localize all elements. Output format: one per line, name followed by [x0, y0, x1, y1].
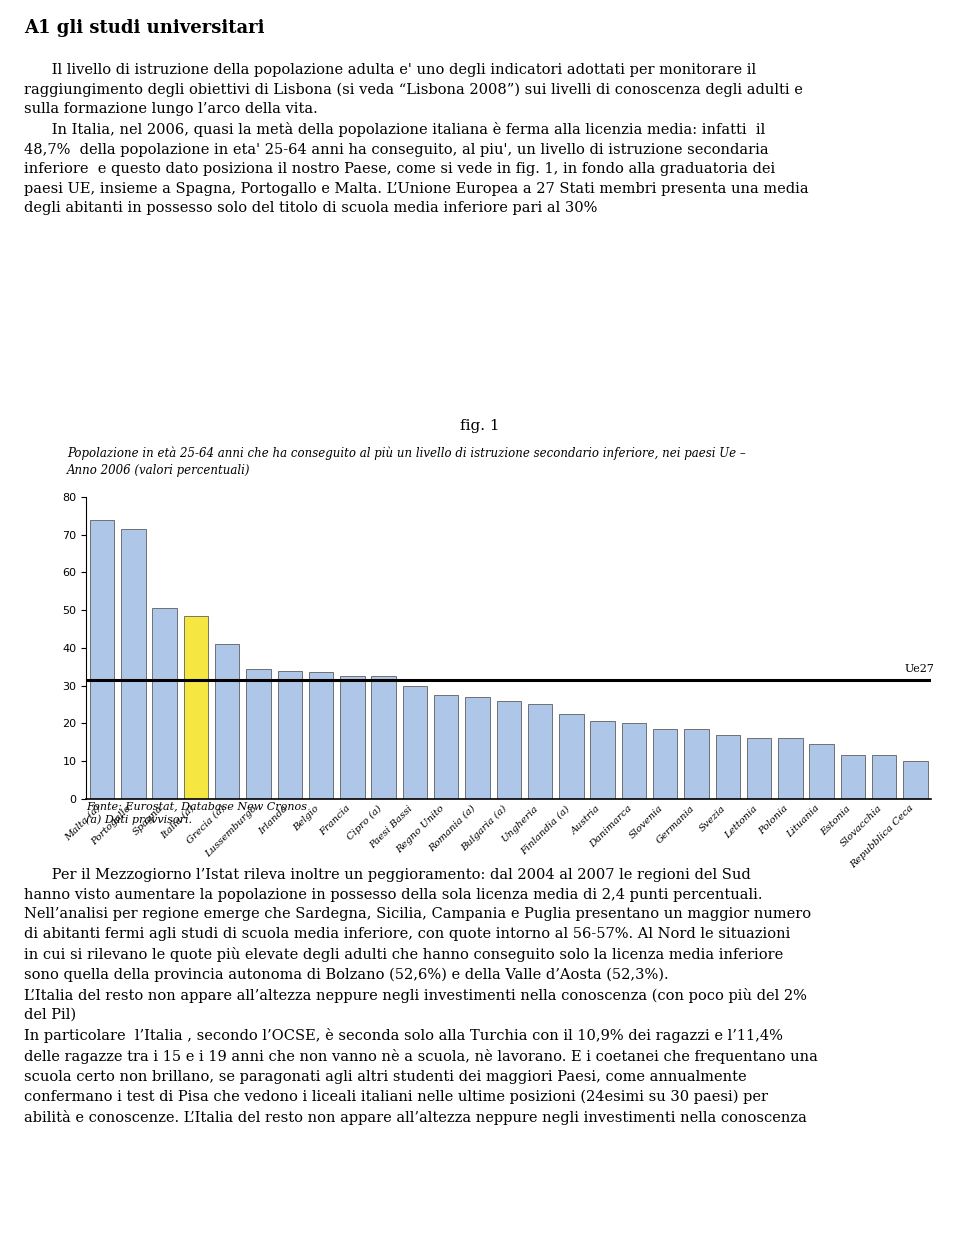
Bar [90, 520, 114, 799]
Bar [841, 755, 865, 799]
Bar [779, 738, 803, 799]
Bar [528, 704, 552, 799]
Bar [872, 755, 897, 799]
Bar [215, 644, 239, 799]
Bar [684, 728, 708, 799]
Bar [747, 738, 771, 799]
Bar [496, 701, 521, 799]
Text: Il livello di istruzione della popolazione adulta e' uno degli indicatori adotta: Il livello di istruzione della popolazio… [24, 63, 808, 215]
Bar [715, 735, 740, 799]
Bar [809, 743, 834, 799]
Bar [434, 694, 459, 799]
Bar [372, 676, 396, 799]
Bar [183, 615, 208, 799]
Bar [153, 608, 177, 799]
Bar [590, 721, 614, 799]
Bar [653, 728, 678, 799]
Text: Ue27: Ue27 [904, 664, 934, 674]
Text: Per il Mezzogiorno l’Istat rileva inoltre un peggioramento: dal 2004 al 2007 le : Per il Mezzogiorno l’Istat rileva inoltr… [24, 868, 818, 1125]
Bar [622, 723, 646, 799]
Bar [559, 713, 584, 799]
Bar [309, 672, 333, 799]
Text: Fonte: Eurostat, Database New Cronos
(a) Dati provvisori.: Fonte: Eurostat, Database New Cronos (a)… [86, 801, 307, 825]
Bar [403, 686, 427, 799]
Bar [121, 528, 146, 799]
Bar [466, 697, 490, 799]
Bar [340, 676, 365, 799]
Text: fig. 1: fig. 1 [460, 419, 500, 434]
Bar [903, 761, 927, 799]
Text: A1 gli studi universitari: A1 gli studi universitari [24, 19, 265, 38]
Bar [277, 671, 302, 799]
Bar [247, 668, 271, 799]
Text: Popolazione in età 25-64 anni che ha conseguito al più un livello di istruzione : Popolazione in età 25-64 anni che ha con… [67, 447, 746, 477]
